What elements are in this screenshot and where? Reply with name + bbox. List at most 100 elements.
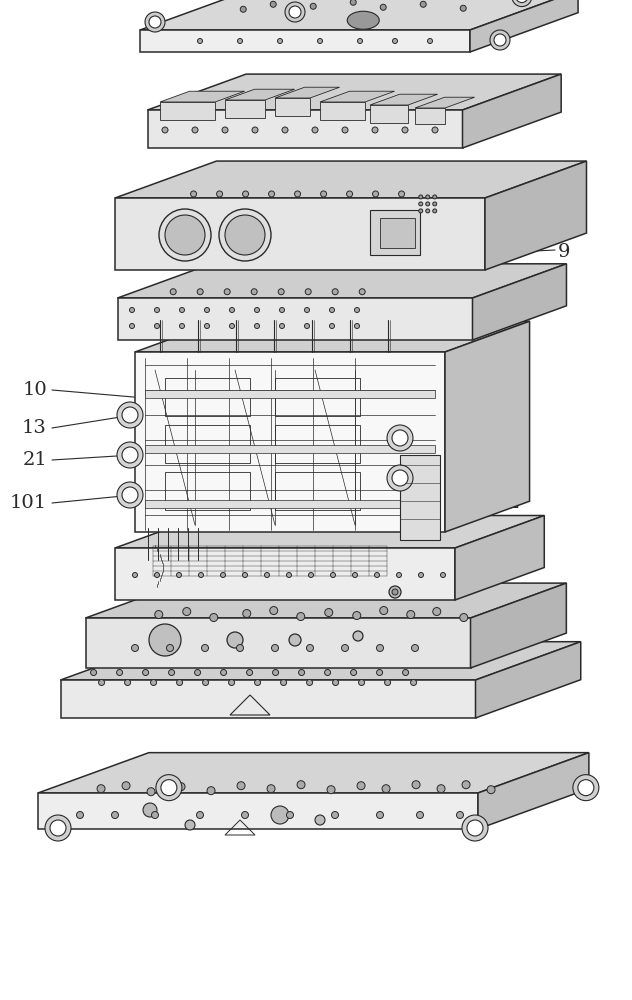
Circle shape bbox=[310, 3, 316, 9]
Circle shape bbox=[192, 127, 198, 133]
Circle shape bbox=[427, 38, 432, 43]
Circle shape bbox=[243, 610, 251, 618]
Circle shape bbox=[143, 670, 149, 676]
Polygon shape bbox=[145, 390, 435, 398]
Circle shape bbox=[441, 572, 446, 578]
Circle shape bbox=[270, 607, 277, 615]
Circle shape bbox=[355, 324, 360, 328]
Circle shape bbox=[161, 780, 177, 796]
Circle shape bbox=[145, 12, 165, 32]
Text: 9: 9 bbox=[558, 243, 571, 261]
Circle shape bbox=[179, 308, 185, 312]
Circle shape bbox=[222, 127, 228, 133]
Circle shape bbox=[225, 215, 265, 255]
Circle shape bbox=[312, 127, 318, 133]
Circle shape bbox=[396, 572, 401, 578]
Circle shape bbox=[305, 289, 311, 295]
Circle shape bbox=[305, 308, 310, 312]
Circle shape bbox=[387, 465, 413, 491]
Circle shape bbox=[373, 191, 379, 197]
Polygon shape bbox=[463, 74, 561, 148]
Circle shape bbox=[516, 0, 528, 3]
Text: 22: 22 bbox=[466, 463, 491, 481]
Circle shape bbox=[183, 608, 191, 616]
Circle shape bbox=[165, 215, 205, 255]
Circle shape bbox=[437, 785, 445, 793]
Circle shape bbox=[149, 624, 181, 656]
Circle shape bbox=[255, 680, 260, 686]
Polygon shape bbox=[38, 793, 478, 829]
Circle shape bbox=[305, 324, 310, 328]
Polygon shape bbox=[135, 352, 445, 532]
Circle shape bbox=[462, 781, 470, 789]
Polygon shape bbox=[380, 218, 415, 248]
Circle shape bbox=[353, 612, 361, 620]
Text: 13: 13 bbox=[22, 419, 47, 437]
Circle shape bbox=[380, 4, 386, 10]
Circle shape bbox=[372, 127, 378, 133]
Circle shape bbox=[170, 289, 176, 295]
Circle shape bbox=[433, 202, 437, 206]
Polygon shape bbox=[400, 455, 440, 540]
Circle shape bbox=[203, 680, 209, 686]
Circle shape bbox=[255, 308, 260, 312]
Polygon shape bbox=[370, 105, 408, 123]
Circle shape bbox=[456, 812, 463, 818]
Circle shape bbox=[125, 680, 131, 686]
Circle shape bbox=[341, 645, 348, 652]
Circle shape bbox=[286, 812, 293, 818]
Circle shape bbox=[426, 195, 430, 199]
Polygon shape bbox=[275, 98, 310, 116]
Circle shape bbox=[411, 680, 416, 686]
Circle shape bbox=[295, 191, 301, 197]
Polygon shape bbox=[147, 74, 561, 110]
Circle shape bbox=[197, 38, 202, 43]
Circle shape bbox=[243, 572, 248, 578]
Polygon shape bbox=[225, 89, 295, 100]
Text: 100: 100 bbox=[440, 526, 477, 544]
Circle shape bbox=[272, 670, 279, 676]
Circle shape bbox=[210, 614, 218, 622]
Circle shape bbox=[224, 289, 230, 295]
Circle shape bbox=[45, 815, 71, 841]
Circle shape bbox=[353, 631, 363, 641]
Circle shape bbox=[432, 127, 438, 133]
Circle shape bbox=[357, 782, 365, 790]
Circle shape bbox=[154, 572, 159, 578]
Circle shape bbox=[197, 289, 204, 295]
Circle shape bbox=[169, 670, 174, 676]
Circle shape bbox=[351, 670, 356, 676]
Circle shape bbox=[494, 34, 506, 46]
Circle shape bbox=[315, 815, 325, 825]
Circle shape bbox=[117, 402, 143, 428]
Circle shape bbox=[147, 788, 155, 796]
Polygon shape bbox=[415, 108, 445, 124]
Circle shape bbox=[236, 645, 243, 652]
Text: 11: 11 bbox=[426, 383, 451, 401]
Circle shape bbox=[130, 324, 135, 328]
Circle shape bbox=[227, 632, 243, 648]
Circle shape bbox=[177, 783, 185, 791]
Circle shape bbox=[573, 775, 599, 801]
Circle shape bbox=[162, 127, 168, 133]
Circle shape bbox=[217, 191, 222, 197]
Circle shape bbox=[380, 607, 388, 615]
Circle shape bbox=[392, 470, 408, 486]
Polygon shape bbox=[370, 94, 437, 105]
Circle shape bbox=[297, 781, 305, 789]
Polygon shape bbox=[470, 583, 566, 668]
Circle shape bbox=[111, 812, 119, 818]
Polygon shape bbox=[275, 87, 339, 98]
Circle shape bbox=[578, 780, 594, 796]
Polygon shape bbox=[115, 198, 485, 270]
Circle shape bbox=[133, 572, 138, 578]
Polygon shape bbox=[38, 753, 589, 793]
Polygon shape bbox=[135, 321, 530, 352]
Circle shape bbox=[99, 680, 104, 686]
Circle shape bbox=[267, 785, 275, 793]
Circle shape bbox=[411, 645, 418, 652]
Polygon shape bbox=[455, 516, 544, 600]
Circle shape bbox=[399, 191, 404, 197]
Circle shape bbox=[237, 782, 245, 790]
Circle shape bbox=[277, 38, 283, 43]
